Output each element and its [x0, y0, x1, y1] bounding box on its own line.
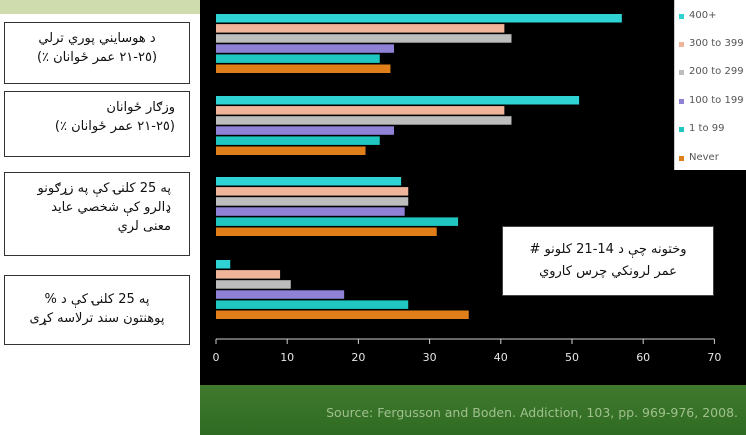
x-tick-label: 10 — [280, 351, 294, 364]
x-tick-label: 50 — [565, 351, 579, 364]
row-label-box-4: په 25 کلنۍ کې د % پوهنتون سند ترلاسه کړی — [4, 275, 190, 345]
row-label-3-line2: ډالرو کې شخصي عايد — [51, 200, 171, 215]
bar-200-to-299-group-1 — [216, 34, 512, 43]
top-accent-strip — [0, 0, 200, 14]
bar-1-to-99-group-4 — [216, 300, 409, 309]
bar-100-to-199-group-4 — [216, 290, 345, 299]
bar-100-to-199-group-1 — [216, 44, 394, 53]
legend-label: 400+ — [689, 10, 717, 21]
bar-Never-group-1 — [216, 64, 391, 73]
legend-label: 300 to 399 — [689, 38, 744, 49]
bar-300-to-399-group-4 — [216, 270, 281, 279]
x-tick-label: 30 — [423, 351, 437, 364]
bar-1-to-99-group-3 — [216, 217, 459, 226]
bar-400plus-group-2 — [216, 96, 580, 105]
bar-200-to-299-group-4 — [216, 280, 291, 289]
bar-chart: 0 10 20 30 40 50 60 70 — [213, 14, 721, 364]
legend-swatch — [679, 127, 684, 132]
left-label-panel: د هوسايني پوري ترلي (٢٥-٢١ عمر ځوانان ٪)… — [0, 0, 200, 435]
source-citation: Source: Fergusson and Boden. Addiction, … — [326, 405, 738, 420]
legend-label: Never — [689, 152, 719, 163]
row-label-1-line1: د هوسايني پوري ترلي — [38, 31, 156, 46]
legend-label: 100 to 199 — [689, 95, 744, 106]
footer-bar: Source: Fergusson and Boden. Addiction, … — [200, 385, 746, 435]
row-label-2-line2: (٢٥-٢١ عمر ځوانان ٪) — [54, 119, 175, 134]
bar-400plus-group-1 — [216, 14, 622, 23]
bar-200-to-299-group-3 — [216, 197, 409, 206]
bar-300-to-399-group-1 — [216, 24, 505, 33]
legend-swatch — [679, 42, 684, 47]
x-tick-label: 20 — [351, 351, 365, 364]
legend-swatch — [679, 70, 684, 75]
legend-swatch — [679, 14, 684, 19]
legend-swatch — [679, 99, 684, 104]
legend-label: 1 to 99 — [689, 123, 725, 134]
row-label-4-line1: په 25 کلنۍ کې د % — [44, 292, 150, 307]
row-label-box-1: د هوسايني پوري ترلي (٢٥-٢١ عمر ځوانان ٪) — [4, 22, 190, 84]
annotation-line2: عمر لرونکي چرس کاروي — [539, 264, 677, 279]
row-label-box-3: په 25 کلنۍ کې په زړګونو ډالرو کې شخصي عا… — [4, 172, 190, 256]
bar-100-to-199-group-3 — [216, 207, 405, 216]
bar-Never-group-3 — [216, 227, 437, 236]
chart-area: 0 10 20 30 40 50 60 70 — [200, 0, 746, 385]
legend-swatch — [679, 156, 684, 161]
bar-1-to-99-group-2 — [216, 136, 380, 145]
bar-400plus-group-3 — [216, 177, 402, 186]
row-label-1-line2: (٢٥-٢١ عمر ځوانان ٪) — [36, 50, 158, 65]
row-label-3-line3: معنی لري — [117, 219, 171, 234]
x-tick-label: 40 — [494, 351, 508, 364]
bar-1-to-99-group-1 — [216, 54, 380, 63]
annotation-line1: وختونه چې د 14-21 کلونو # — [529, 242, 687, 257]
x-tick-label: 70 — [707, 351, 721, 364]
chart-annotation: وختونه چې د 14-21 کلونو # عمر لرونکي چرس… — [502, 226, 714, 296]
row-label-box-2: وزګار ځوانان (٢٥-٢١ عمر ځوانان ٪) — [4, 91, 190, 157]
row-label-3-line1: په 25 کلنۍ کې په زړګونو — [37, 181, 171, 196]
legend: 400+ 300 to 399 200 to 299 100 to 199 1 to 9… — [674, 0, 746, 170]
bar-200-to-299-group-2 — [216, 116, 512, 125]
legend-label: 200 to 299 — [689, 66, 744, 77]
row-label-2-line1: وزګار ځوانان — [106, 100, 175, 115]
row-label-4-line2: پوهنتون سند ترلاسه کړی — [29, 311, 165, 326]
x-tick-label: 0 — [213, 351, 220, 364]
bar-400plus-group-4 — [216, 260, 231, 269]
bar-300-to-399-group-2 — [216, 106, 505, 115]
bar-Never-group-4 — [216, 310, 469, 319]
bar-Never-group-2 — [216, 146, 366, 155]
bar-100-to-199-group-2 — [216, 126, 394, 135]
bar-300-to-399-group-3 — [216, 187, 409, 196]
x-tick-label: 60 — [636, 351, 650, 364]
